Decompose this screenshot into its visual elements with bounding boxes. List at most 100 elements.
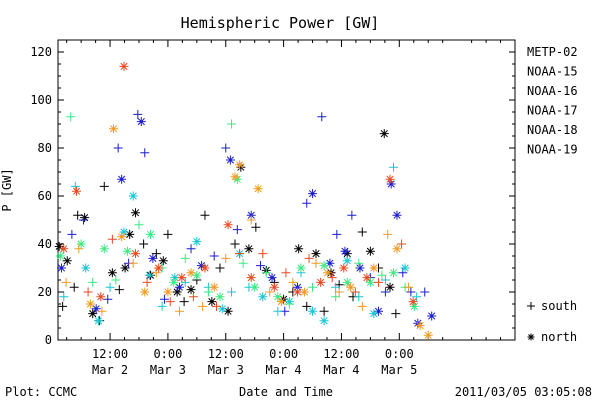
data-point-north: [423, 330, 433, 340]
series-noaa-17: [55, 112, 419, 311]
data-point-north: [365, 277, 375, 287]
data-point-south: [232, 225, 242, 235]
data-point-south: [221, 143, 231, 153]
data-point-south: [67, 229, 77, 239]
data-point-south: [78, 215, 88, 225]
data-point-south: [111, 275, 121, 285]
data-point-north: [131, 208, 141, 218]
data-point-north: [136, 117, 146, 127]
data-point-south: [212, 301, 222, 311]
data-point-south: [209, 251, 219, 261]
data-point-south: [107, 234, 117, 244]
data-point-south: [265, 287, 275, 297]
data-point-north: [340, 246, 350, 256]
series-noaa-15: [56, 109, 437, 328]
data-point-south: [165, 297, 175, 307]
data-point-south: [61, 277, 71, 287]
data-point-south: [221, 253, 231, 263]
data-point-south: [59, 292, 69, 302]
data-point-south: [105, 282, 115, 292]
data-point-north: [96, 292, 106, 302]
y-tick-label: 100: [30, 93, 52, 107]
legend-item-noaa-18: NOAA-18: [527, 123, 578, 137]
data-point-north: [59, 244, 69, 254]
data-point-south: [238, 258, 248, 268]
data-point-north: [54, 241, 64, 251]
x-tick-label-date: Mar 4: [323, 363, 359, 377]
data-point-south: [159, 294, 169, 304]
data-point-south: [383, 229, 393, 239]
x-tick-label-time: 12:00: [208, 347, 244, 361]
data-point-south: [163, 229, 173, 239]
data-point-south: [255, 261, 265, 271]
data-point-north: [88, 309, 98, 319]
data-point-north: [365, 246, 375, 256]
data-point-north: [267, 273, 277, 283]
data-point-north: [186, 285, 196, 295]
series-noaa-19: [59, 61, 418, 311]
data-point-north: [316, 277, 326, 287]
x-axis-label: Date and Time: [239, 385, 333, 399]
marker-legend: south north: [527, 299, 577, 344]
data-point-north: [122, 246, 132, 256]
data-point-south: [288, 277, 298, 287]
data-point-north: [292, 282, 302, 292]
data-point-north: [131, 249, 141, 259]
data-point-south: [357, 227, 367, 237]
data-point-north: [294, 244, 304, 254]
y-axis-label: P [GW]: [0, 168, 14, 211]
data-point-south: [139, 239, 149, 249]
data-point-north: [409, 301, 419, 311]
data-point-south: [186, 244, 196, 254]
data-point-south: [302, 301, 312, 311]
y-tick-label: 120: [30, 45, 52, 59]
data-point-north: [169, 277, 179, 287]
data-point-south: [200, 210, 210, 220]
data-point-north: [172, 287, 182, 297]
data-point-north: [125, 229, 135, 239]
data-point-north: [158, 256, 168, 266]
x-tick-label-time: 0:00: [153, 347, 182, 361]
data-point-south: [302, 198, 312, 208]
data-point-south: [377, 270, 387, 280]
data-points: [54, 61, 437, 340]
y-tick-label: 0: [45, 333, 52, 347]
data-point-south: [134, 220, 144, 230]
data-point-north: [373, 306, 383, 316]
data-point-south: [304, 253, 314, 263]
data-point-south: [157, 301, 167, 311]
data-point-north: [85, 299, 95, 309]
data-point-south: [273, 306, 283, 316]
data-point-south: [354, 292, 364, 302]
data-point-north: [342, 256, 352, 266]
data-point-south: [319, 306, 329, 316]
data-point-north: [258, 292, 268, 302]
data-point-north: [325, 258, 335, 268]
data-point-south: [88, 277, 98, 287]
data-point-north: [408, 297, 418, 307]
data-point-north: [311, 249, 321, 259]
data-point-north: [225, 155, 235, 165]
data-point-south: [113, 143, 123, 153]
legend-item-noaa-16: NOAA-16: [527, 84, 578, 98]
data-point-south: [203, 287, 213, 297]
legend-item-metp-02: METP-02: [527, 45, 578, 59]
data-point-north: [427, 311, 437, 321]
data-point-south: [151, 249, 161, 259]
data-point-north: [389, 268, 399, 278]
data-point-south: [114, 285, 124, 295]
data-point-north: [299, 287, 309, 297]
data-point-south: [327, 273, 337, 283]
data-point-south: [281, 268, 291, 278]
data-point-south: [235, 249, 245, 259]
data-point-north: [174, 282, 184, 292]
data-point-north: [400, 263, 410, 273]
data-point-south: [74, 244, 84, 254]
data-point-north: [246, 273, 256, 283]
x-tick-label-date: Mar 4: [266, 363, 302, 377]
data-point-north: [269, 282, 279, 292]
plot-frame: [57, 39, 516, 341]
data-point-north: [342, 277, 352, 287]
data-point-north: [244, 244, 254, 254]
data-point-north: [415, 321, 425, 331]
